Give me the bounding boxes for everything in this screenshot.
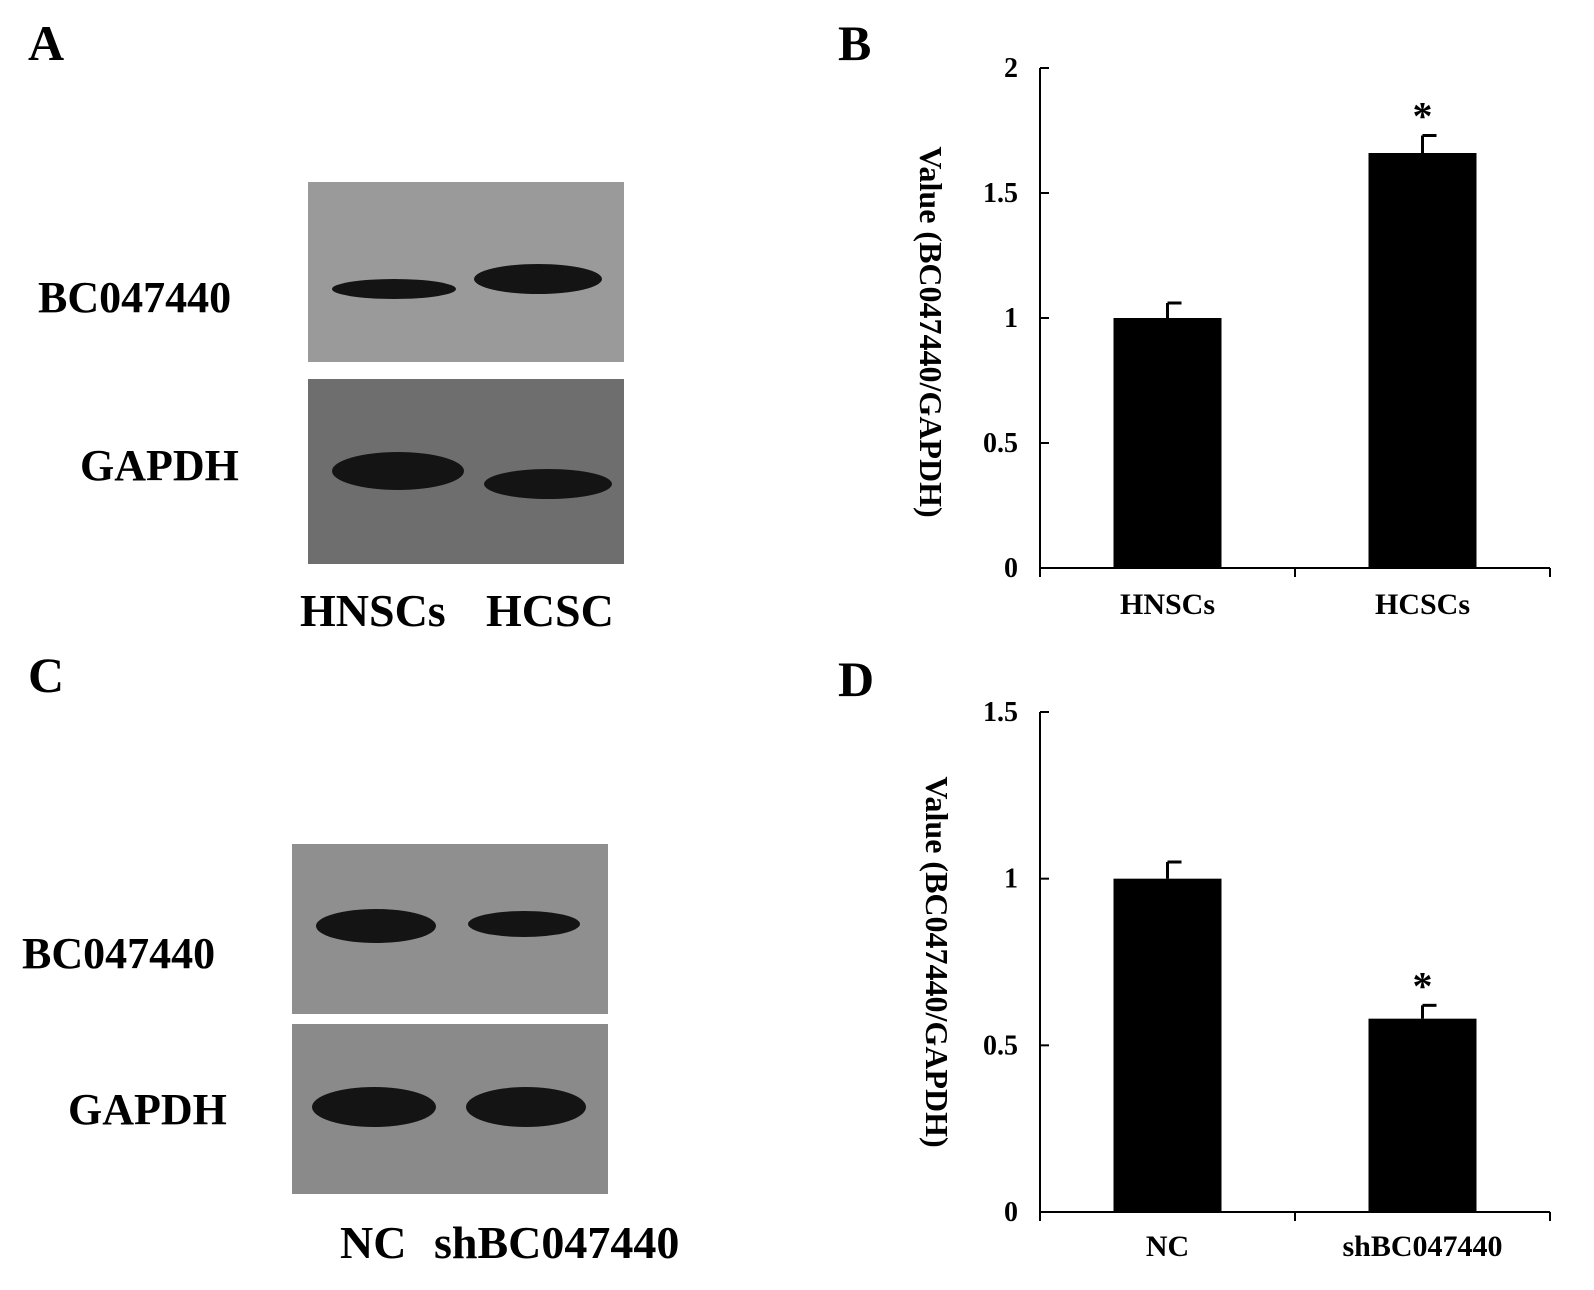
- chart-d-y-axis-label: Value (BC047440/GAPDH): [919, 776, 955, 1147]
- chart-b-y-tick-label: 1.5: [983, 178, 1018, 209]
- lane-label-hnscs: HNSCs: [300, 585, 446, 636]
- blot-band: [468, 911, 580, 937]
- blot-label-gapdh: GAPDH: [80, 441, 239, 490]
- chart-b-category-label: HNSCs: [1120, 588, 1215, 621]
- blot-band: [484, 469, 612, 499]
- blot-image-c: [292, 844, 608, 1194]
- chart-d-bar: [1113, 878, 1222, 1212]
- chart-d-y-tick-label: 0: [1004, 1197, 1018, 1228]
- chart-b-bar: [1113, 318, 1222, 568]
- chart-d-category-label: shBC047440: [1342, 1230, 1502, 1263]
- chart-b-category-label: HCSCs: [1375, 588, 1470, 621]
- blot-label-bc047440: BC047440: [22, 929, 216, 978]
- chart-b-y-tick-label: 2: [1004, 53, 1018, 84]
- lane-label-shbc047440: shBC047440: [434, 1217, 680, 1268]
- chart-d-y-tick-label: 1: [1004, 864, 1018, 895]
- chart-d-bar: [1368, 1018, 1477, 1212]
- panel-letter-a: A: [28, 15, 65, 71]
- blot-image-a: [308, 182, 624, 564]
- lane-label-nc: NC: [340, 1217, 407, 1268]
- blot-label-bc047440: BC047440: [38, 273, 232, 322]
- blot-band: [474, 264, 602, 294]
- chart-d-significance-marker: *: [1413, 963, 1433, 1008]
- blot-label-gapdh: GAPDH: [68, 1085, 227, 1134]
- blot-band: [332, 452, 464, 490]
- chart-d-y-tick-label: 0.5: [983, 1030, 1018, 1061]
- chart-b-bar: [1368, 153, 1477, 568]
- chart-b-y-axis-label: Value (BC047440/GAPDH): [913, 146, 949, 517]
- chart-d-category-label: NC: [1146, 1230, 1189, 1263]
- chart-b-y-tick-label: 1: [1004, 303, 1018, 334]
- chart-b-y-tick-label: 0.5: [983, 428, 1018, 459]
- blot-band: [312, 1087, 436, 1127]
- panel-letter-d: D: [838, 651, 875, 707]
- blot-band: [332, 279, 456, 299]
- lane-label-hcsc: HCSC: [486, 585, 614, 636]
- panel-letter-b: B: [838, 15, 872, 71]
- chart-b-y-tick-label: 0: [1004, 553, 1018, 584]
- chart-d-y-tick-label: 1.5: [983, 697, 1018, 728]
- blot-band: [316, 909, 436, 943]
- chart-b-significance-marker: *: [1413, 94, 1433, 139]
- panel-letter-c: C: [28, 647, 65, 703]
- blot-band: [466, 1087, 586, 1127]
